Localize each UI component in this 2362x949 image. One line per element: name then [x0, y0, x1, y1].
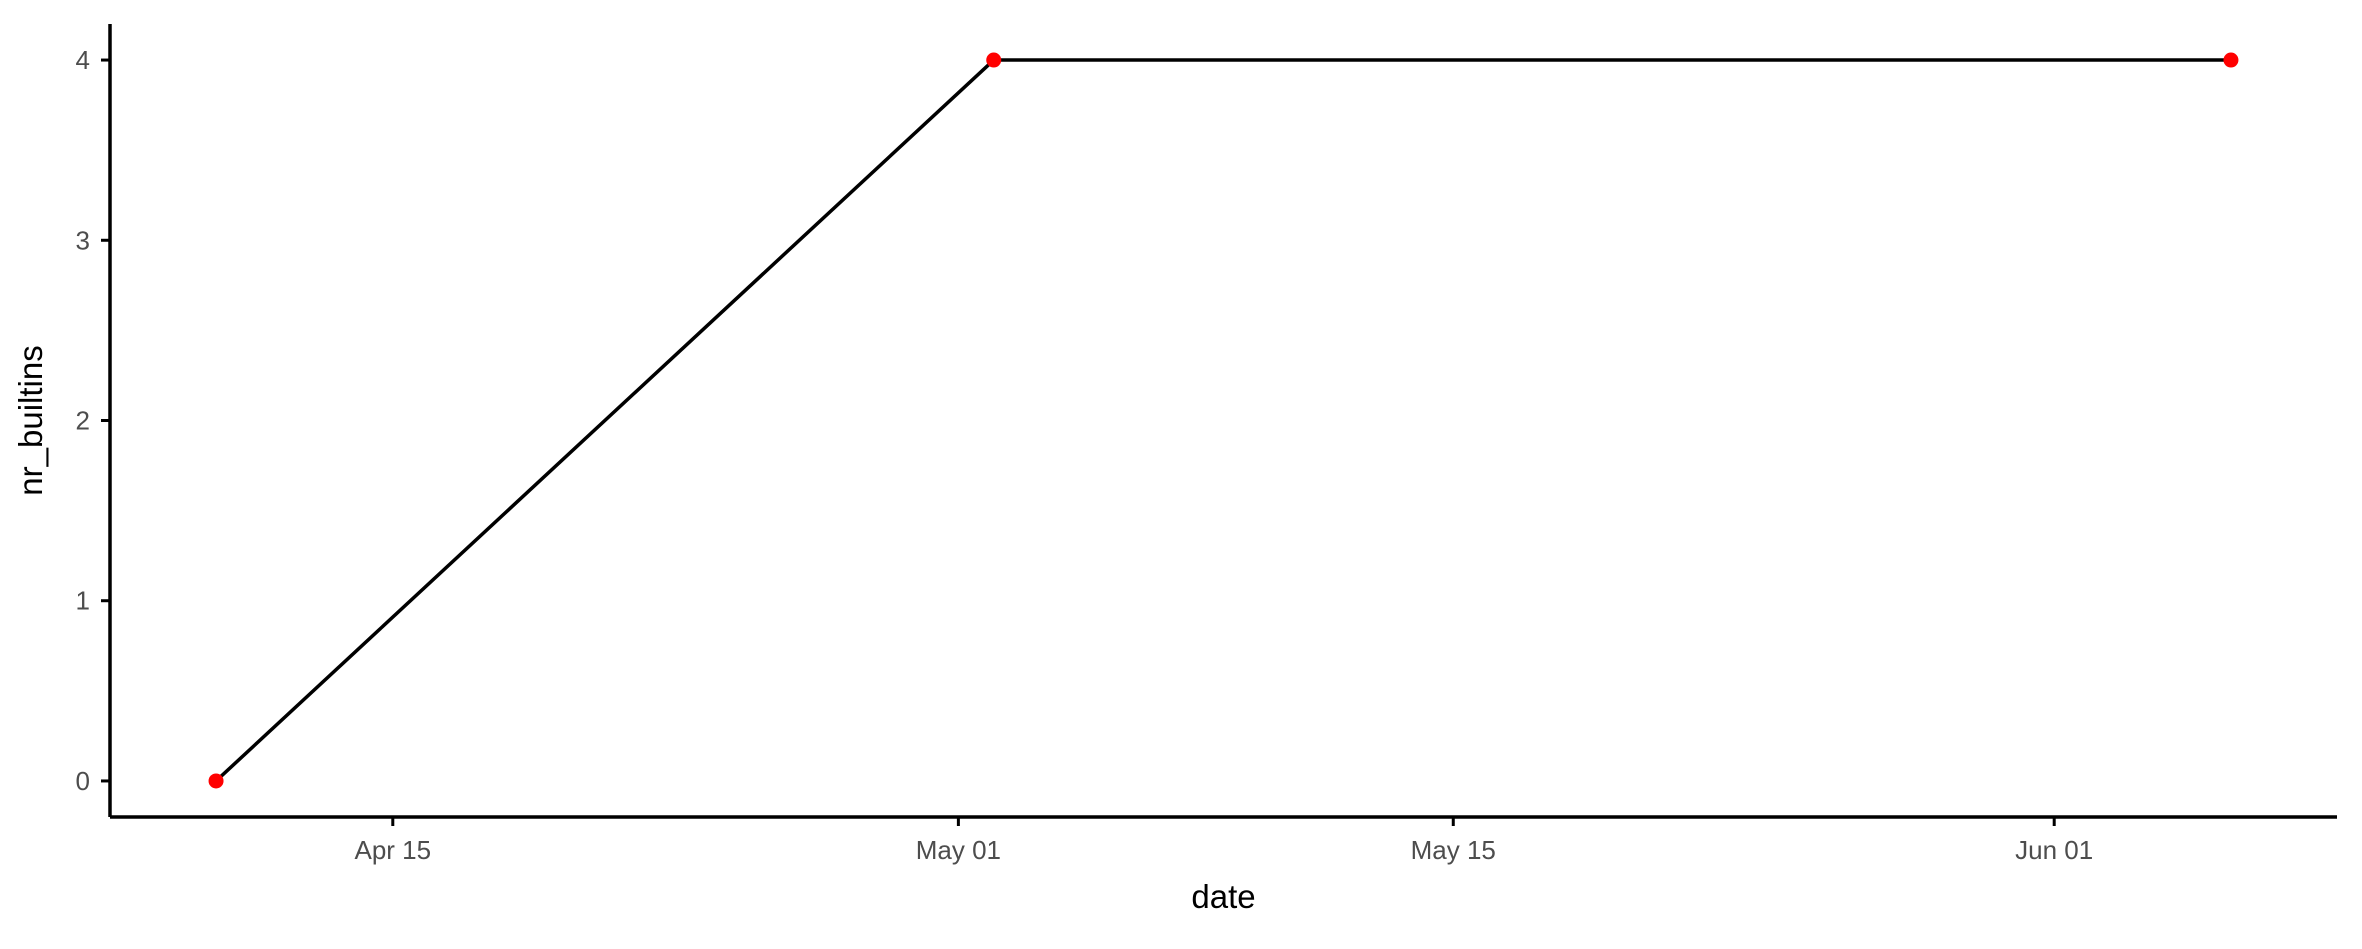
- y-tick-label: 1: [76, 586, 90, 616]
- x-tick-label: May 01: [916, 835, 1001, 865]
- series-line: [214, 58, 2231, 783]
- x-tick-label: Jun 01: [2015, 835, 2093, 865]
- data-point: [2223, 52, 2239, 68]
- x-tick-label: May 15: [1411, 835, 1496, 865]
- y-tick-label: 2: [76, 406, 90, 436]
- x-axis-title: date: [1191, 878, 1255, 915]
- y-tick-label: 4: [76, 45, 90, 75]
- x-tick-label: Apr 15: [354, 835, 431, 865]
- y-tick-labels: 0 1 2 3 4: [76, 45, 90, 796]
- x-tick-labels: Apr 15 May 01 May 15 Jun 01: [354, 835, 2093, 865]
- y-axis-title: nr_builtins: [12, 345, 49, 495]
- data-point: [986, 52, 1002, 68]
- data-point: [208, 773, 224, 789]
- y-tick-label: 0: [76, 766, 90, 796]
- y-tick-label: 3: [76, 225, 90, 255]
- series-group: [208, 52, 2239, 789]
